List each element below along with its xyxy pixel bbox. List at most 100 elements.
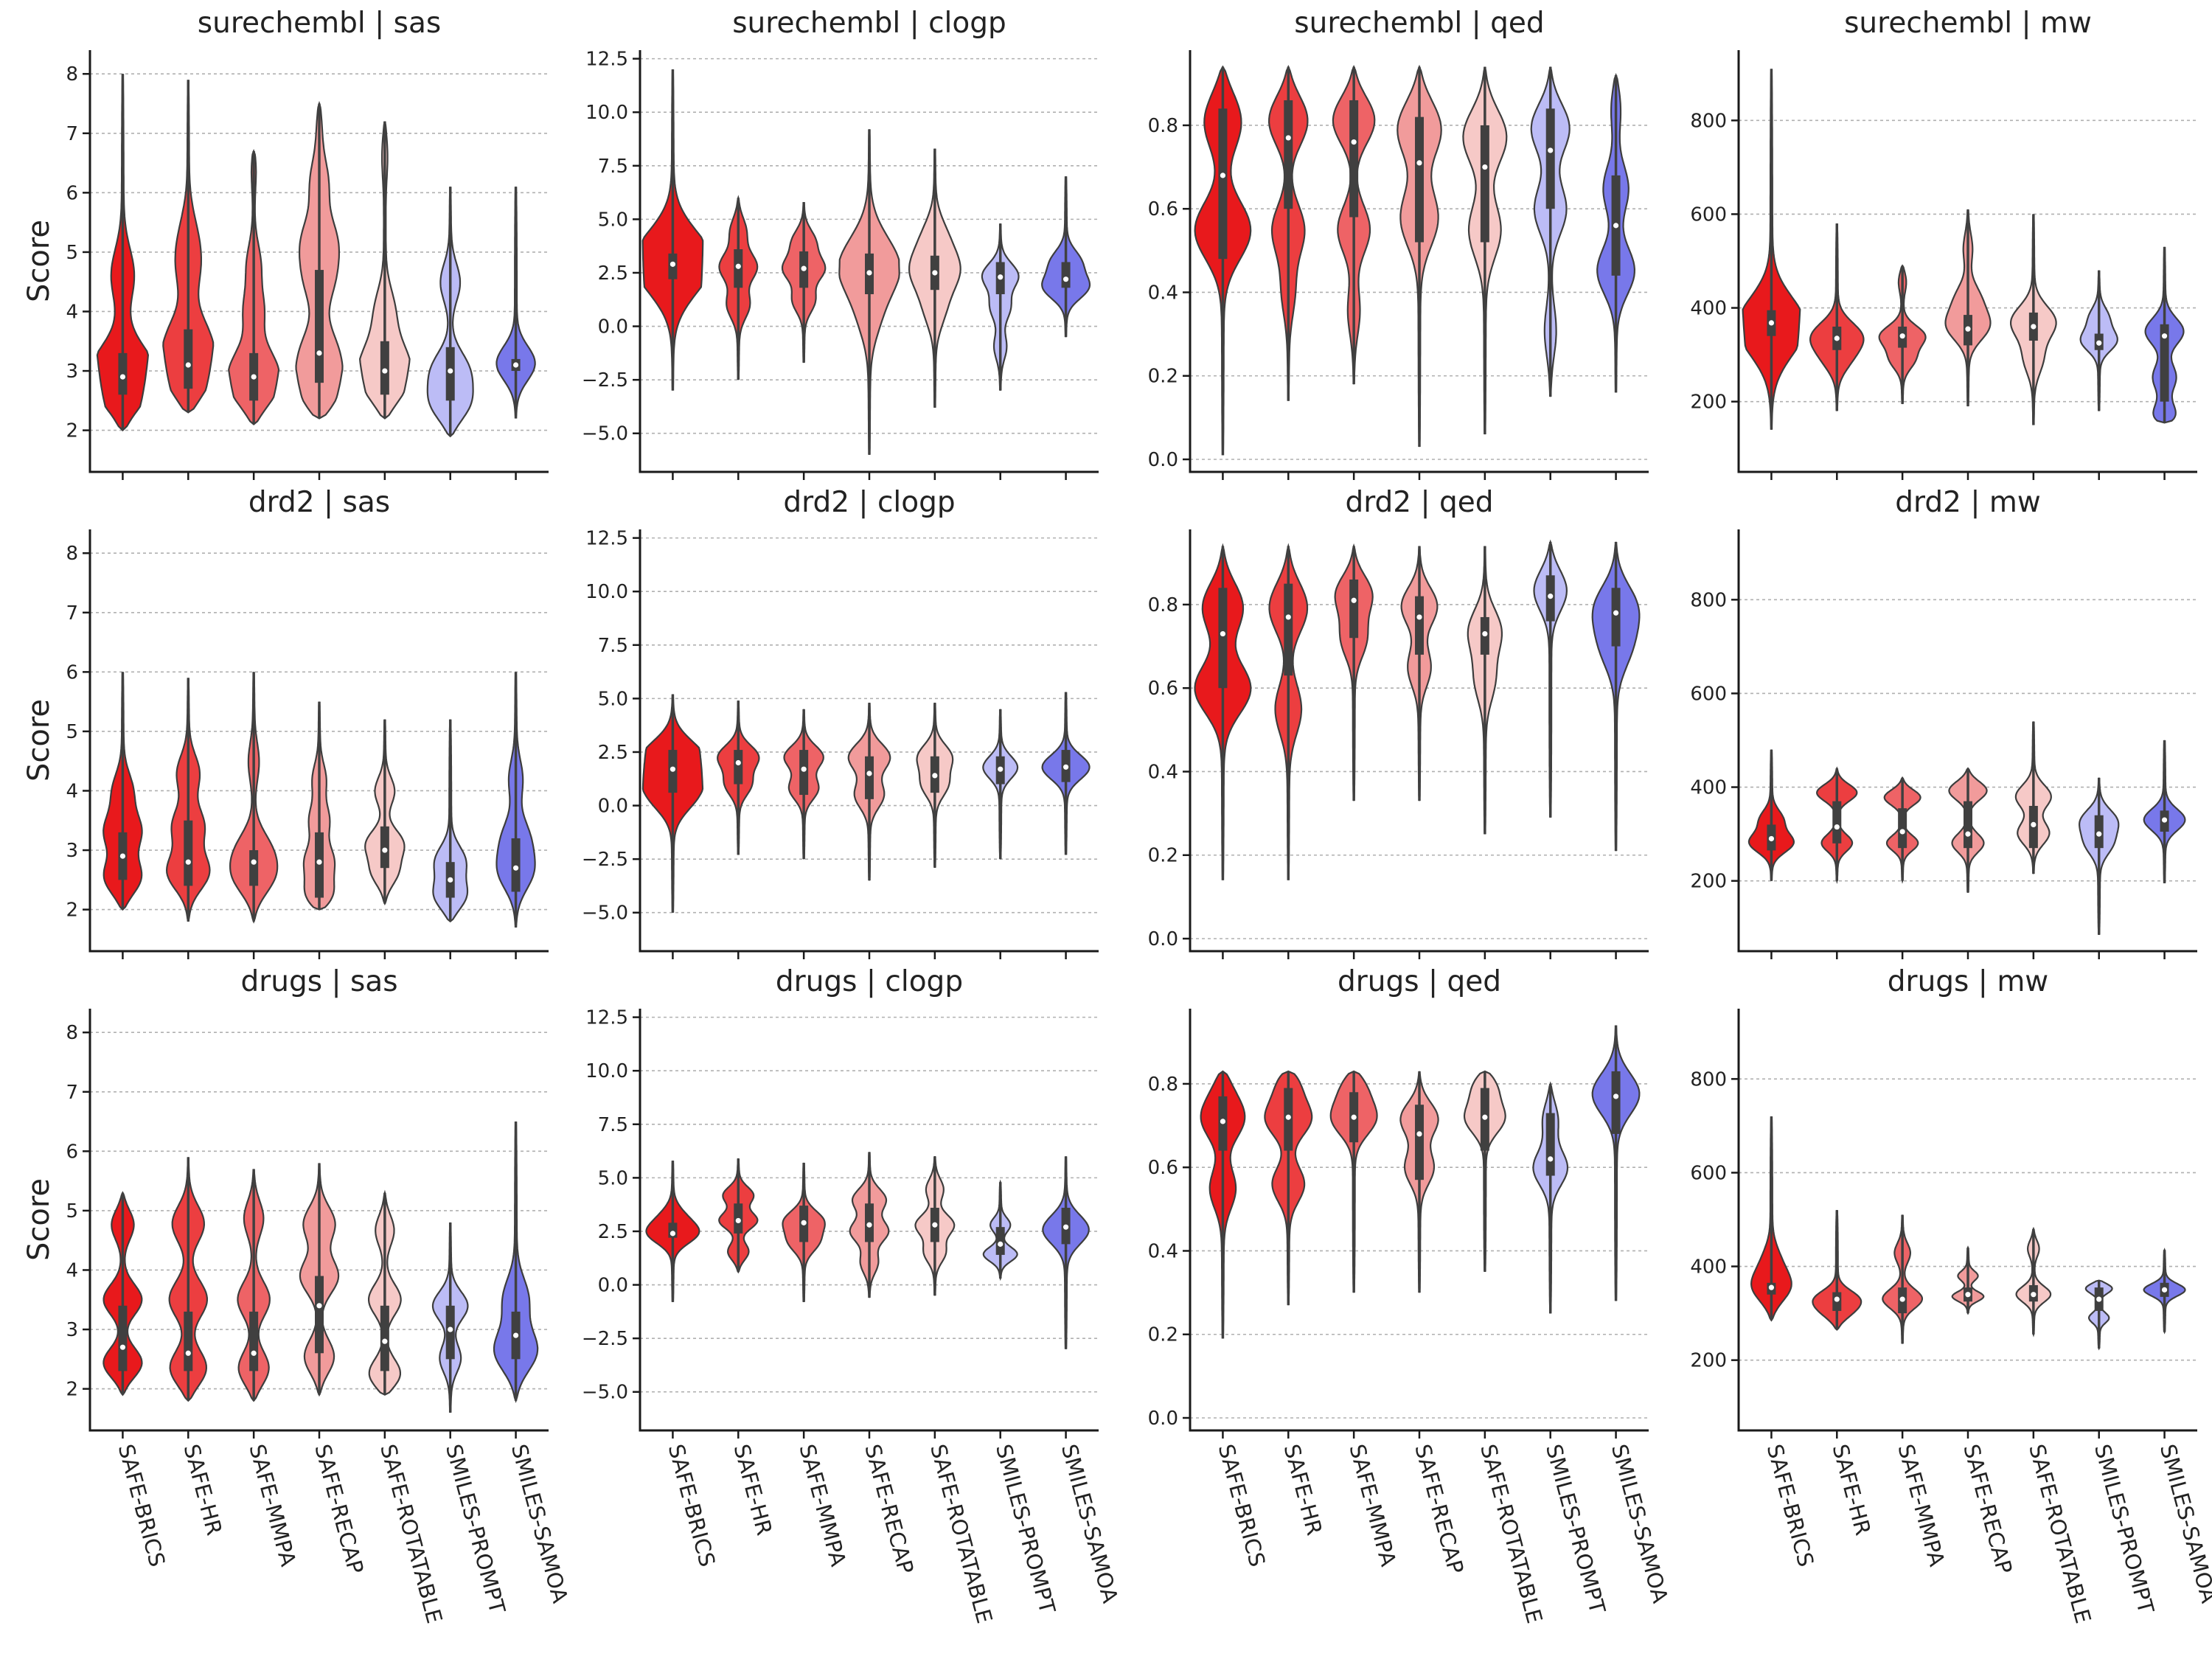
violin-median <box>801 265 807 271</box>
violin-median <box>448 1326 453 1332</box>
x-tick-label-safe-recap: SAFE-RECAP <box>860 1441 919 1576</box>
violin-iqr-box <box>799 750 809 796</box>
y-tick-label: 2 <box>66 420 78 442</box>
axis-spines <box>88 50 549 473</box>
violin-median <box>735 759 741 766</box>
y-tick-label: 5 <box>66 242 78 264</box>
y-tick-label: 3 <box>66 361 78 383</box>
y-tick-label: 8 <box>66 543 78 565</box>
y-tick-label: 400 <box>1690 777 1727 799</box>
x-tick-label-safe-brics: SAFE-BRICS <box>664 1441 720 1569</box>
y-tick-label: 7.5 <box>598 156 628 178</box>
violin-iqr-box <box>184 1311 193 1371</box>
violin-median <box>669 1231 676 1237</box>
violin-median <box>735 263 741 269</box>
violin-median <box>512 1332 519 1338</box>
panel-title: drd2 | clogp <box>783 486 955 519</box>
violin-iqr-box <box>1611 1071 1621 1134</box>
violin-median <box>1062 764 1069 770</box>
panel-drd2-qed: 0.0 0.2 0.4 0.6 0.8 drd2 | qed <box>1148 486 1649 959</box>
violin-iqr-box <box>184 820 193 886</box>
y-tick-label: 7.5 <box>598 1114 628 1136</box>
violin-median <box>2096 340 2102 346</box>
violin-median <box>801 1220 807 1225</box>
x-tick-label-smiles-prompt: SMILES-PROMPT <box>991 1441 1060 1616</box>
y-tick-label: 0.0 <box>598 316 628 338</box>
y-tick-label: 0.6 <box>1148 1157 1178 1179</box>
axis-spines <box>1737 1009 2197 1432</box>
y-tick-label: 7 <box>66 123 78 145</box>
violin-iqr-box <box>1349 579 1359 639</box>
axis-spines <box>1189 529 1649 953</box>
panel-title: drugs | mw <box>1888 965 2048 998</box>
violin-median <box>1768 1284 1775 1290</box>
y-tick-label: 2.5 <box>598 742 628 764</box>
violin-median <box>1220 630 1226 637</box>
violin-median <box>1834 335 1840 341</box>
axis-spines <box>1737 529 2197 953</box>
y-tick-label: 0.6 <box>1148 678 1178 700</box>
y-tick-label: −5.0 <box>582 1382 628 1404</box>
violin-iqr-box <box>1415 1105 1424 1180</box>
x-tick-label-smiles-prompt: SMILES-PROMPT <box>441 1441 510 1616</box>
violin-median <box>119 853 126 859</box>
panel-title: drd2 | qed <box>1345 486 1493 519</box>
axis-spines <box>88 529 549 953</box>
y-tick-label: 4 <box>66 1259 78 1281</box>
y-tick-label: 200 <box>1690 871 1727 893</box>
violin-median <box>1768 320 1775 326</box>
violin-median <box>316 350 322 356</box>
y-tick-label: 400 <box>1690 298 1727 320</box>
axis-spines <box>88 1009 549 1432</box>
violin-median <box>669 261 676 267</box>
violin-median <box>1548 1156 1554 1162</box>
y-tick-label: 4 <box>66 780 78 802</box>
violin-median <box>866 771 872 776</box>
violin-median <box>2031 324 2037 330</box>
violin-median <box>1834 1296 1840 1302</box>
y-tick-label: 0.2 <box>1148 845 1178 867</box>
violin-median <box>185 362 191 368</box>
violin-median <box>2161 333 2168 339</box>
panel-drd2-sas: 2 3 4 5 6 7 8 drd2 | sas Score <box>22 486 549 959</box>
violin-iqr-box <box>1415 596 1424 655</box>
violin-median <box>1899 829 1905 835</box>
violin-iqr-box <box>1061 262 1071 288</box>
violin-iqr-box <box>315 832 324 898</box>
violin-iqr-box <box>315 270 324 383</box>
violin-median <box>2161 817 2168 823</box>
violin-median <box>1548 147 1554 153</box>
y-tick-label: 2.5 <box>598 262 628 285</box>
y-tick-label: 10.0 <box>585 581 628 603</box>
violin-median <box>1351 139 1357 145</box>
panel-drugs-mw: 200 400 600 800 drugs | mw <box>1690 965 2197 1439</box>
violin-median <box>448 877 453 883</box>
violin-median <box>1613 1093 1619 1099</box>
violin-median <box>998 274 1004 280</box>
y-tick-label: 3 <box>66 840 78 862</box>
y-tick-label: 6 <box>66 661 78 684</box>
panel-title: surechembl | qed <box>1294 7 1544 40</box>
y-tick-label: 0.8 <box>1148 594 1178 616</box>
x-tick-label-smiles-prompt: SMILES-PROMPT <box>1541 1441 1610 1616</box>
axis-spines <box>1189 50 1649 473</box>
violin-median <box>185 859 191 865</box>
violin-median <box>1285 135 1291 141</box>
y-tick-label: −2.5 <box>582 849 628 871</box>
violin-iqr-box <box>1284 583 1293 676</box>
x-tick-label-safe-recap: SAFE-RECAP <box>310 1441 369 1576</box>
violin-median <box>251 1350 257 1356</box>
x-tick-label-smiles-samoa: SMILES-SAMOA <box>1057 1441 1123 1606</box>
y-tick-label: 600 <box>1690 683 1727 705</box>
y-tick-label: 0.0 <box>1148 1408 1178 1430</box>
x-tick-label-safe-hr: SAFE-HR <box>729 1441 778 1538</box>
violin-iqr-box <box>1218 108 1228 260</box>
y-tick-label: 200 <box>1690 392 1727 414</box>
violin-median <box>2096 831 2102 837</box>
y-tick-label: 0.4 <box>1148 761 1178 783</box>
y-tick-label: 800 <box>1690 110 1727 132</box>
y-axis-label: Score <box>22 220 56 302</box>
violin-median <box>998 766 1004 772</box>
violin-median <box>1285 614 1291 620</box>
